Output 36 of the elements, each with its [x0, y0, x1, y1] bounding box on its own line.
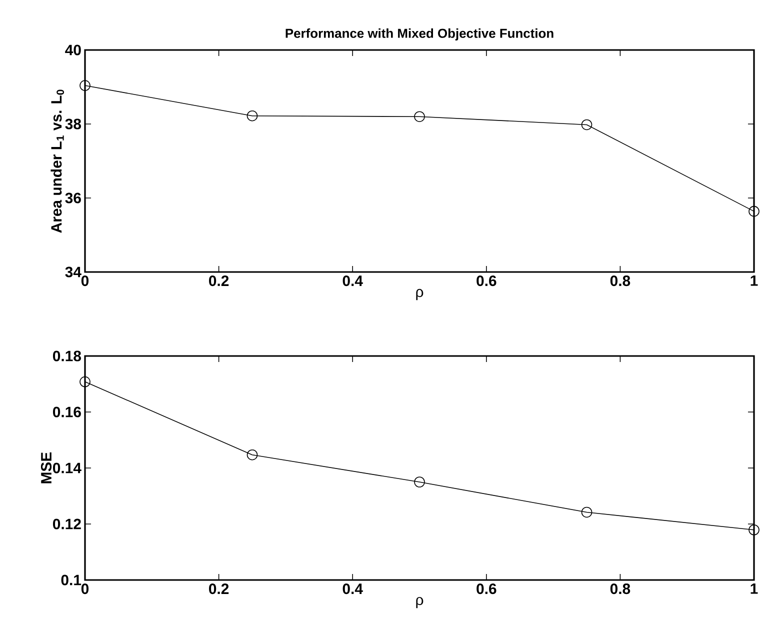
point: [748, 206, 760, 217]
x-tick-label: 0.6: [476, 584, 496, 594]
y-axis-title: Area under L$_{1}$ vs. L$_{0}$: [50, 90, 64, 233]
x-axis-title: ρ: [416, 288, 424, 300]
point: [80, 80, 90, 91]
x-tick-label: 0.4: [342, 584, 363, 594]
y-axis-title: MSE: [40, 452, 52, 484]
point: [246, 449, 258, 460]
x-tick-label: 0.6: [476, 276, 496, 286]
y-tick-label: 40: [65, 44, 81, 56]
point: [414, 476, 425, 488]
y-tick-label: 0.12: [52, 518, 81, 530]
x-tick-label: 0.8: [610, 584, 630, 594]
x-tick-label: 0: [81, 584, 89, 594]
point: [581, 119, 592, 130]
point: [414, 111, 425, 122]
point: [748, 524, 760, 536]
y-tick-label: 0.16: [52, 406, 81, 418]
x-tick-label: 0.8: [610, 276, 630, 286]
y-tick-label: 36: [65, 192, 81, 204]
x-axis-title: ρ: [416, 596, 424, 608]
chart-title: Performance with Mixed Objective Function: [286, 28, 554, 40]
x-tick-label: 0: [81, 276, 89, 286]
y-tick-label: 0.1: [61, 574, 82, 586]
point: [246, 110, 258, 122]
y-tick-label: 0.14: [52, 462, 82, 474]
point: [80, 376, 90, 388]
y-tick-label: 38: [65, 118, 82, 130]
point: [581, 506, 592, 518]
x-tick-label: 0.2: [209, 276, 229, 286]
x-tick-label: 0.2: [209, 584, 229, 594]
y-tick-label: 0.18: [52, 350, 82, 362]
y-tick-label: 34: [65, 266, 82, 278]
x-tick-label: 1: [750, 276, 758, 286]
x-tick-label: 1: [750, 584, 758, 594]
x-tick-label: 0.4: [342, 276, 363, 286]
